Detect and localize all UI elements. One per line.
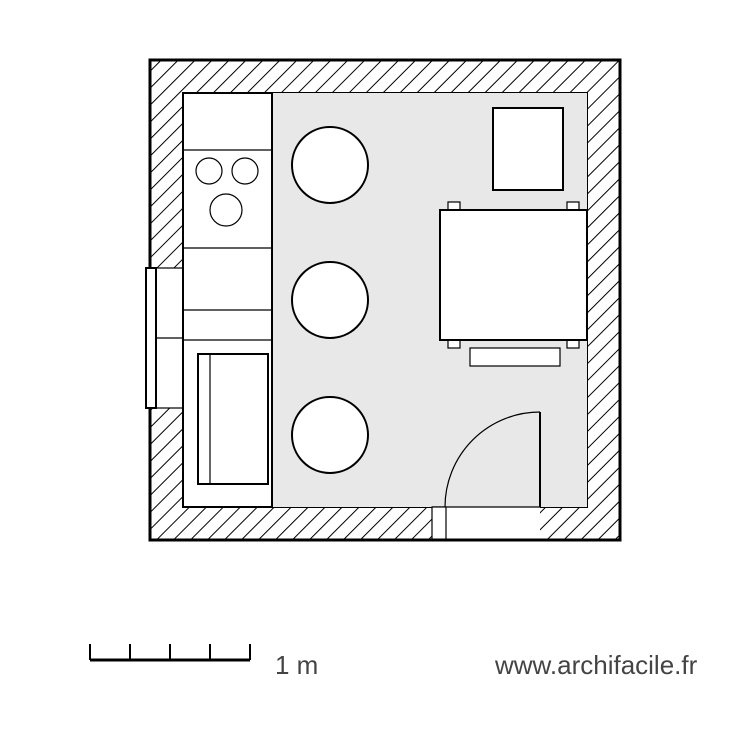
scale-label: 1 m xyxy=(275,650,318,681)
fridge xyxy=(198,354,268,484)
door-opening xyxy=(432,507,540,540)
stool-2 xyxy=(292,397,368,473)
top-right-appliance xyxy=(493,108,563,190)
stool-0 xyxy=(292,127,368,203)
hob-burner-1 xyxy=(232,158,258,184)
table-top xyxy=(440,210,587,340)
watermark-label: www.archifacile.fr xyxy=(495,650,697,681)
table-seat xyxy=(470,348,560,366)
stool-1 xyxy=(292,262,368,338)
hob-burner-0 xyxy=(196,158,222,184)
hob-burner-2 xyxy=(210,194,242,226)
left-wall-window-tab xyxy=(146,268,156,408)
door-jamb xyxy=(432,507,446,540)
